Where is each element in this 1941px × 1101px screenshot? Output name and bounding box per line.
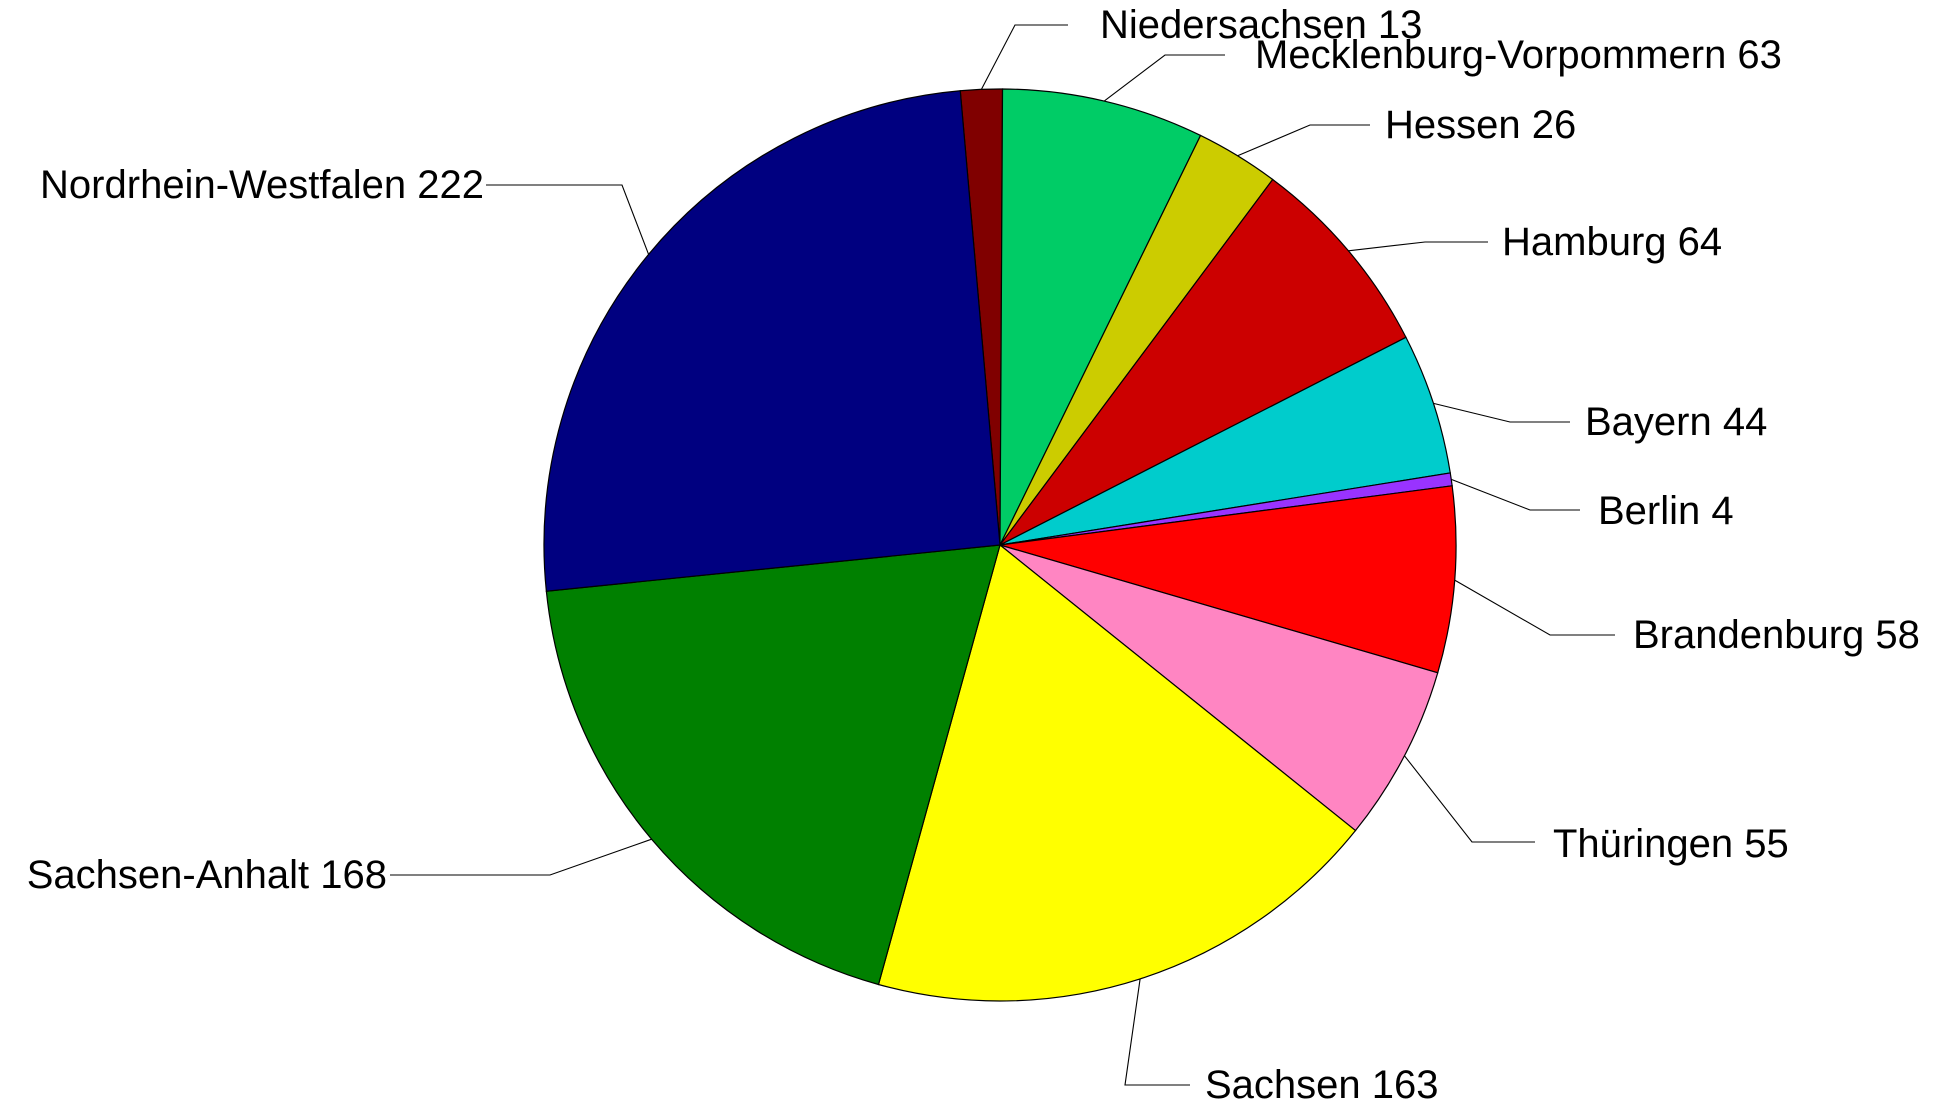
leader-line-berlin bbox=[1451, 478, 1580, 511]
leader-line-sachsen bbox=[1124, 978, 1190, 1086]
label-brandenburg: Brandenburg 58 bbox=[1633, 613, 1920, 657]
leader-line-nordrhein-westfalen bbox=[486, 184, 650, 255]
label-hessen: Hessen 26 bbox=[1385, 103, 1576, 147]
label-bayern: Bayern 44 bbox=[1585, 400, 1767, 444]
leader-line-sachsen-anhalt bbox=[390, 838, 652, 876]
label-berlin: Berlin 4 bbox=[1598, 489, 1734, 533]
slice-bayern bbox=[999, 336, 1451, 546]
label-mecklenburg-vorpommern: Mecklenburg-Vorpommern 63 bbox=[1255, 33, 1782, 77]
slice-nordrhein-westfalen bbox=[543, 90, 1001, 592]
label-leader-lines bbox=[390, 24, 1615, 1086]
slice-mecklenburg-vorpommern bbox=[999, 88, 1202, 546]
label-thuringen: Thüringen 55 bbox=[1553, 822, 1789, 866]
label-sachsen: Sachsen 163 bbox=[1205, 1063, 1439, 1101]
leader-line-niedersachsen bbox=[980, 24, 1068, 90]
label-hamburg: Hamburg 64 bbox=[1502, 220, 1722, 264]
leader-line-hessen bbox=[1237, 124, 1370, 157]
slice-sachsen bbox=[877, 543, 1357, 1002]
leader-line-hamburg bbox=[1348, 241, 1488, 252]
slice-brandenburg bbox=[999, 485, 1457, 674]
label-niedersachsen: Niedersachsen 13 bbox=[1100, 3, 1422, 47]
slice-thuringen bbox=[999, 544, 1439, 832]
label-sachsen-anhalt: Sachsen-Anhalt 168 bbox=[27, 853, 387, 897]
pie-slices bbox=[543, 88, 1457, 1002]
leader-line-thuringen bbox=[1403, 755, 1535, 843]
label-nordrhein-westfalen: Nordrhein-Westfalen 222 bbox=[40, 163, 484, 207]
slice-hamburg bbox=[999, 178, 1407, 546]
slice-sachsen-anhalt bbox=[545, 544, 1001, 986]
leader-line-mecklenburg-vorpommern bbox=[1103, 54, 1225, 102]
leader-line-brandenburg bbox=[1454, 579, 1615, 636]
leader-line-bayern bbox=[1433, 402, 1570, 423]
